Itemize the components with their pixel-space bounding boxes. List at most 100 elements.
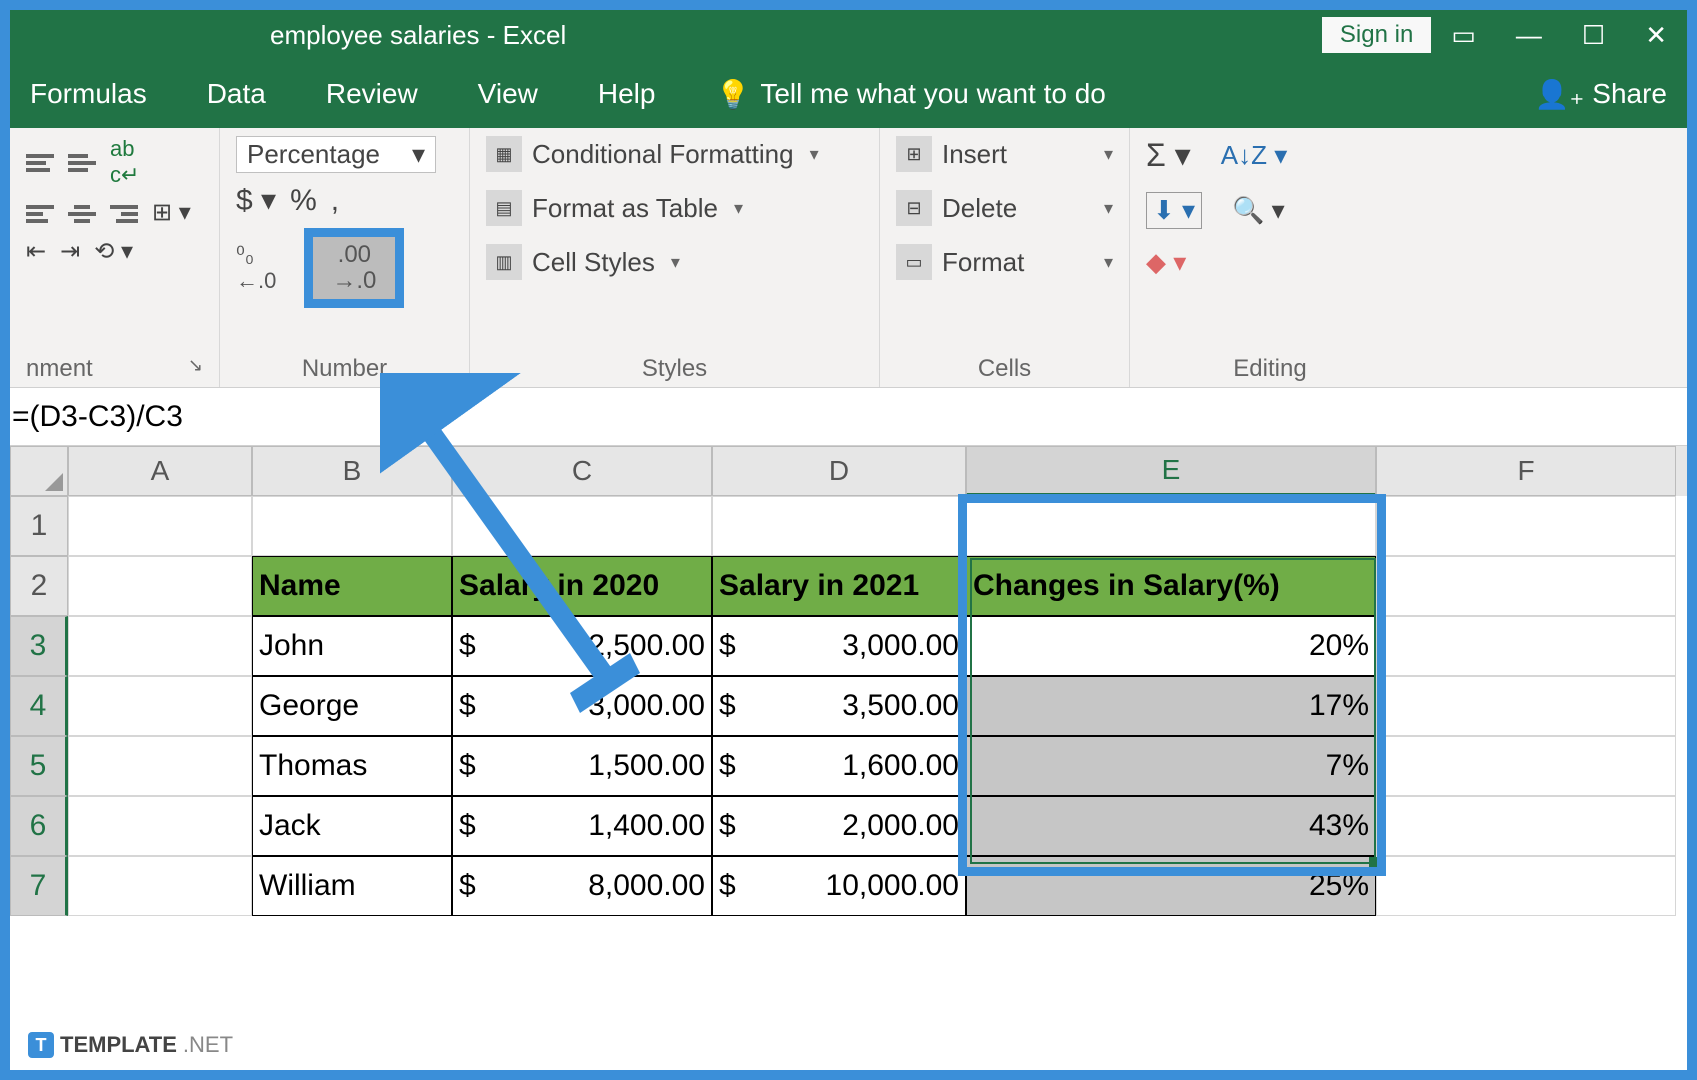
table-cell-2020[interactable]: $3,000.00 [452,676,712,736]
table-cell-2020[interactable]: $2,500.00 [452,616,712,676]
row-header-5[interactable]: 5 [10,736,68,796]
table-cell-2020[interactable]: $1,500.00 [452,736,712,796]
cell[interactable] [1376,856,1676,916]
maximize-icon[interactable]: ☐ [1582,20,1605,51]
clear-button[interactable]: ◆ ▾ [1146,247,1186,278]
table-cell-name[interactable]: George [252,676,452,736]
cell[interactable] [1376,796,1676,856]
cell-styles-button[interactable]: ▥ Cell Styles ▾ [486,244,863,280]
dialog-launcher-icon[interactable]: ↘ [188,355,203,383]
tab-formulas[interactable]: Formulas [30,78,147,110]
cell[interactable] [68,496,252,556]
percent-format-button[interactable]: % [290,184,317,218]
column-header-C[interactable]: C [452,446,712,496]
align-middle-icon[interactable] [68,151,96,173]
table-cell-pct[interactable]: 7% [966,736,1376,796]
insert-cells-button[interactable]: ⊞ Insert ▾ [896,136,1113,172]
cell-styles-label: Cell Styles [532,247,655,278]
share-button[interactable]: 👤₊ Share [1535,78,1667,111]
formula-bar[interactable]: =(D3-C3)/C3 [10,388,1687,446]
table-cell-pct[interactable]: 43% [966,796,1376,856]
sort-filter-button[interactable]: A↓Z ▾ [1221,140,1288,171]
cell[interactable] [712,496,966,556]
row-header-1[interactable]: 1 [10,496,68,556]
autosum-button[interactable]: Σ ▾ [1146,136,1191,174]
table-header-changes[interactable]: Changes in Salary(%) [966,556,1376,616]
table-cell-pct[interactable]: 17% [966,676,1376,736]
indent-decrease-icon[interactable]: ⇤ [26,237,46,266]
cell[interactable] [1376,736,1676,796]
tab-help[interactable]: Help [598,78,656,110]
table-cell-2021[interactable]: $1,600.00 [712,736,966,796]
document-title: employee salaries - Excel [270,20,566,51]
tell-me-search[interactable]: 💡 Tell me what you want to do [715,78,1105,111]
table-cell-name[interactable]: Thomas [252,736,452,796]
cell[interactable] [68,796,252,856]
table-cell-name[interactable]: Jack [252,796,452,856]
cell[interactable] [68,856,252,916]
table-cell-name[interactable]: John [252,616,452,676]
table-cell-name[interactable]: William [252,856,452,916]
align-top-icon[interactable] [26,151,54,173]
table-cell-pct[interactable]: 20% [966,616,1376,676]
cell[interactable] [68,556,252,616]
ribbon-options-icon[interactable]: ▭ [1451,20,1476,51]
tab-data[interactable]: Data [207,78,266,110]
orientation-icon[interactable]: ⟲ ▾ [94,237,133,266]
column-header-B[interactable]: B [252,446,452,496]
table-header-2020[interactable]: Salary in 2020 [452,556,712,616]
table-header-2021[interactable]: Salary in 2021 [712,556,966,616]
tab-view[interactable]: View [478,78,538,110]
number-format-dropdown[interactable]: Percentage ▾ [236,136,436,173]
sign-in-button[interactable]: Sign in [1322,17,1431,53]
row-header-6[interactable]: 6 [10,796,68,856]
cell[interactable] [966,496,1376,556]
align-right-icon[interactable] [110,202,138,224]
cell[interactable] [1376,496,1676,556]
find-select-button[interactable]: 🔍 ▾ [1232,195,1285,226]
align-left-icon[interactable] [26,202,54,224]
increase-decimal-button[interactable]: ⁰₀←.0 [236,242,276,294]
cell[interactable] [1376,676,1676,736]
table-cell-2021[interactable]: $10,000.00 [712,856,966,916]
format-as-table-button[interactable]: ▤ Format as Table ▾ [486,190,863,226]
close-icon[interactable]: ✕ [1645,20,1667,51]
cell[interactable] [252,496,452,556]
table-cell-2020[interactable]: $1,400.00 [452,796,712,856]
table-cell-2021[interactable]: $3,000.00 [712,616,966,676]
fill-button[interactable]: ⬇ ▾ [1146,192,1202,229]
format-cells-button[interactable]: ▭ Format ▾ [896,244,1113,280]
minimize-icon[interactable]: — [1516,20,1542,51]
cell[interactable] [68,676,252,736]
conditional-formatting-button[interactable]: ▦ Conditional Formatting ▾ [486,136,863,172]
column-header-D[interactable]: D [712,446,966,496]
row-header-2[interactable]: 2 [10,556,68,616]
tab-review[interactable]: Review [326,78,418,110]
cell[interactable] [1376,556,1676,616]
column-header-E[interactable]: E [966,446,1376,496]
wrap-text-button[interactable]: abc↵ [110,136,139,188]
column-header-F[interactable]: F [1376,446,1676,496]
row-header-4[interactable]: 4 [10,676,68,736]
table-cell-2021[interactable]: $3,500.00 [712,676,966,736]
indent-increase-icon[interactable]: ⇥ [60,237,80,266]
accounting-format-button[interactable]: $ ▾ [236,183,276,218]
table-cell-2021[interactable]: $2,000.00 [712,796,966,856]
comma-format-button[interactable]: , [331,184,339,218]
delete-cells-button[interactable]: ⊟ Delete ▾ [896,190,1113,226]
table-cell-2020[interactable]: $8,000.00 [452,856,712,916]
format-label: Format [942,247,1024,278]
align-center-icon[interactable] [68,202,96,224]
cell[interactable] [68,736,252,796]
column-header-A[interactable]: A [68,446,252,496]
row-header-7[interactable]: 7 [10,856,68,916]
cell[interactable] [1376,616,1676,676]
decrease-decimal-button[interactable]: .00→.0 [304,228,404,308]
table-cell-pct[interactable]: 25% [966,856,1376,916]
select-all-corner[interactable] [10,446,68,496]
cell[interactable] [68,616,252,676]
cell[interactable] [452,496,712,556]
merge-button[interactable]: ⊞ ▾ [152,198,191,227]
row-header-3[interactable]: 3 [10,616,68,676]
table-header-name[interactable]: Name [252,556,452,616]
